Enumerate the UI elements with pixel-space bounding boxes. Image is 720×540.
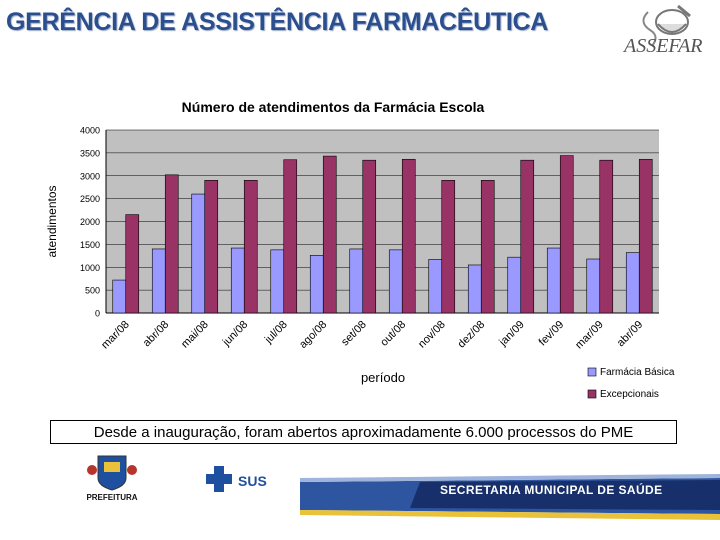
y-tick-label: 1000 xyxy=(80,263,100,273)
y-tick-label: 500 xyxy=(85,286,100,296)
bar-farmacia-basica xyxy=(507,256,522,314)
coat-of-arms-icon xyxy=(97,455,127,491)
y-tick-label: 3500 xyxy=(80,148,100,158)
x-tick-label: abr/09 xyxy=(615,319,646,350)
mortar-icon xyxy=(655,9,689,35)
x-tick-label: mai/08 xyxy=(179,319,211,351)
sus-label: SUS xyxy=(238,473,267,489)
y-axis-label: atendimentos xyxy=(45,185,59,257)
bar-excepcionais xyxy=(164,174,179,314)
bar-excepcionais xyxy=(362,159,377,314)
bar-excepcionais xyxy=(401,158,416,314)
legend-swatch xyxy=(587,367,597,377)
bar-farmacia-basica xyxy=(388,249,403,314)
bar-farmacia-basica xyxy=(428,259,443,314)
bar-farmacia-basica xyxy=(191,193,206,314)
x-tick-label: out/08 xyxy=(378,319,408,349)
y-tick-label: 0 xyxy=(95,309,100,319)
bar-excepcionais xyxy=(520,159,535,314)
legend-label: Excepcionais xyxy=(600,389,659,400)
legend-swatch xyxy=(587,389,597,399)
y-tick-label: 2500 xyxy=(80,194,100,204)
bar-excepcionais xyxy=(322,155,337,314)
x-tick-label: jan/09 xyxy=(496,319,526,349)
bar-farmacia-basica xyxy=(625,252,640,314)
bar-farmacia-basica xyxy=(349,248,364,314)
chart-container: Número de atendimentos da Farmácia Escol… xyxy=(40,88,690,416)
legend-label: Farmácia Básica xyxy=(600,367,675,378)
secretaria-band xyxy=(300,474,720,520)
secretaria-label: SECRETARIA MUNICIPAL DE SAÚDE xyxy=(440,483,663,497)
caption-box: Desde a inauguração, foram abertos aprox… xyxy=(50,420,677,444)
cross-icon xyxy=(206,466,232,492)
bar-excepcionais xyxy=(441,180,456,314)
x-tick-label: ago/08 xyxy=(297,319,329,351)
bar-farmacia-basica xyxy=(467,264,482,314)
bar-chart: Número de atendimentos da Farmácia Escol… xyxy=(45,99,675,400)
x-tick-label: fev/09 xyxy=(537,319,567,349)
snake-icon xyxy=(642,11,657,47)
y-tick-label: 2000 xyxy=(80,217,100,227)
slide-title: GERÊNCIA DE ASSISTÊNCIA FARMACÊUTICA xyxy=(6,8,549,36)
y-tick-label: 3000 xyxy=(80,171,100,181)
bar-farmacia-basica xyxy=(230,247,245,314)
bar-farmacia-basica xyxy=(309,255,324,314)
bar-excepcionais xyxy=(638,158,653,314)
x-tick-label: mar/08 xyxy=(99,319,132,352)
prefeitura-label: PREFEITURA xyxy=(86,493,137,502)
bar-farmacia-basica xyxy=(546,247,561,314)
bar-excepcionais xyxy=(599,159,614,314)
x-tick-label: set/08 xyxy=(339,319,369,349)
bar-farmacia-basica xyxy=(270,249,285,314)
chart-title: Número de atendimentos da Farmácia Escol… xyxy=(182,99,485,115)
x-tick-label: jun/08 xyxy=(220,319,250,349)
bar-excepcionais xyxy=(480,180,495,314)
prefeitura-logo: PREFEITURA xyxy=(86,455,138,502)
bar-excepcionais xyxy=(243,180,258,314)
bar-excepcionais xyxy=(559,155,574,314)
y-tick-label: 4000 xyxy=(80,126,100,136)
assefar-logo-text: ASSEFAR xyxy=(622,35,703,57)
bar-excepcionais xyxy=(125,214,140,314)
x-tick-label: mar/09 xyxy=(573,319,606,352)
x-tick-label: nov/08 xyxy=(416,319,448,351)
bar-farmacia-basica xyxy=(151,248,166,314)
bar-excepcionais xyxy=(283,159,298,314)
bar-farmacia-basica xyxy=(112,279,127,314)
bar-farmacia-basica xyxy=(586,258,601,314)
x-tick-label: dez/08 xyxy=(456,319,488,351)
x-axis-label: período xyxy=(361,370,405,385)
x-tick-label: abr/08 xyxy=(141,319,172,350)
assefar-logo: ASSEFAR xyxy=(622,4,703,57)
x-tick-label: jul/08 xyxy=(262,319,290,347)
bar-excepcionais xyxy=(204,180,219,314)
sus-logo: SUS xyxy=(206,466,267,492)
y-tick-label: 1500 xyxy=(80,240,100,250)
